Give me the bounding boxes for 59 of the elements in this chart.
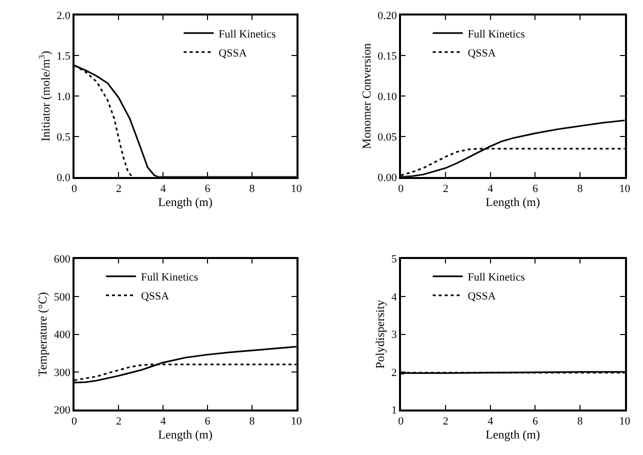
x-tick-label: 6 xyxy=(204,182,211,195)
legend-label: Full Kinetics xyxy=(468,28,525,40)
y-tick-label: 0.20 xyxy=(378,10,398,22)
y-tick-label: 3 xyxy=(391,329,398,342)
legend-label: QSSA xyxy=(468,47,496,60)
y-tick-label: 0.5 xyxy=(56,131,71,144)
x-tick-label: 8 xyxy=(249,182,256,195)
x-axis-title: Length (m) xyxy=(158,428,212,442)
x-tick-label: 4 xyxy=(160,182,166,195)
y-tick-label: 0.05 xyxy=(378,131,398,144)
y-tick-label: 1 xyxy=(391,404,397,417)
legend-label: Full Kinetics xyxy=(218,28,276,40)
x-tick-label: 10 xyxy=(619,182,631,195)
x-tick-label: 10 xyxy=(290,182,302,195)
y-tick-label: 400 xyxy=(54,329,71,342)
x-tick-label: 4 xyxy=(488,416,494,428)
x-axis-title: Length (m) xyxy=(158,194,212,209)
y-tick-label: 2 xyxy=(391,366,397,379)
legend-label: QSSA xyxy=(140,290,170,303)
x-axis-title: Length (m) xyxy=(486,428,540,442)
legend-label: QSSA xyxy=(218,47,247,60)
y-tick-label: 4 xyxy=(391,291,398,304)
x-tick-label: 10 xyxy=(619,416,631,428)
x-axis-title: Length (m) xyxy=(486,194,540,209)
x-tick-label: 6 xyxy=(204,416,211,428)
y-axis-title: Polydispersity xyxy=(373,300,388,369)
y-tick-label: 5 xyxy=(391,254,398,266)
y-tick-label: 500 xyxy=(54,291,71,304)
x-tick-label: 10 xyxy=(290,416,302,428)
y-tick-label: 0.15 xyxy=(378,50,398,63)
x-tick-label: 6 xyxy=(532,182,538,195)
x-tick-label: 8 xyxy=(577,416,584,428)
y-tick-label: 1.5 xyxy=(56,50,71,63)
y-tick-label: 0.00 xyxy=(378,172,398,184)
x-tick-label: 6 xyxy=(532,416,538,428)
y-tick-label: 200 xyxy=(54,404,71,417)
y-axis-title: Monomer Conversion xyxy=(359,43,374,149)
x-tick-label: 2 xyxy=(442,416,448,428)
y-tick-label: 0.10 xyxy=(378,90,398,103)
x-tick-label: 2 xyxy=(116,182,122,195)
x-tick-label: 0 xyxy=(398,182,404,195)
legend-label: QSSA xyxy=(468,290,496,303)
y-tick-label: 300 xyxy=(54,366,71,379)
x-tick-label: 2 xyxy=(442,182,448,195)
x-tick-label: 0 xyxy=(72,182,78,195)
legend-label: Full Kinetics xyxy=(468,272,525,284)
y-tick-label: 600 xyxy=(54,254,71,266)
y-tick-label: 2.0 xyxy=(56,10,71,22)
y-tick-label: 1.0 xyxy=(56,90,71,103)
x-tick-label: 4 xyxy=(160,416,166,428)
x-tick-label: 8 xyxy=(577,182,584,195)
y-tick-label: 0.0 xyxy=(56,172,71,184)
y-axis-title: Temperature (°C) xyxy=(36,292,50,376)
x-tick-label: 8 xyxy=(249,416,256,428)
x-tick-label: 2 xyxy=(116,416,122,428)
legend-label: Full Kinetics xyxy=(140,272,198,284)
x-tick-label: 4 xyxy=(488,182,494,195)
x-tick-label: 0 xyxy=(72,416,78,428)
x-tick-label: 0 xyxy=(398,416,404,428)
